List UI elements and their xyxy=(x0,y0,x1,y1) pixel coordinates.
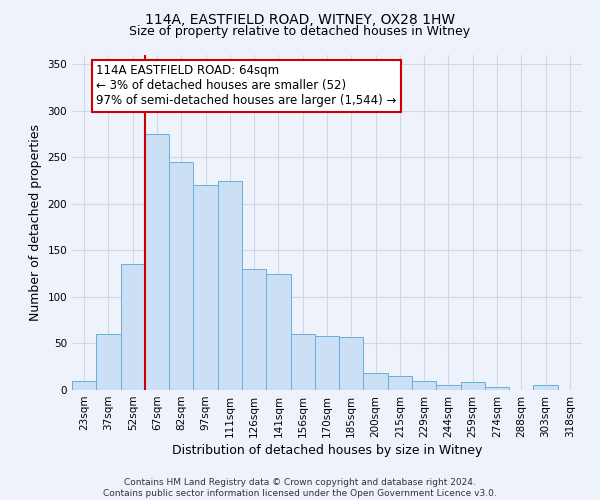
Text: 114A EASTFIELD ROAD: 64sqm
← 3% of detached houses are smaller (52)
97% of semi-: 114A EASTFIELD ROAD: 64sqm ← 3% of detac… xyxy=(96,64,397,108)
Bar xyxy=(121,264,145,390)
Bar xyxy=(485,387,509,390)
Bar xyxy=(436,386,461,390)
Text: Contains HM Land Registry data © Crown copyright and database right 2024.
Contai: Contains HM Land Registry data © Crown c… xyxy=(103,478,497,498)
Bar xyxy=(145,134,169,390)
Bar xyxy=(218,180,242,390)
Bar xyxy=(461,382,485,390)
Y-axis label: Number of detached properties: Number of detached properties xyxy=(29,124,42,321)
Text: Size of property relative to detached houses in Witney: Size of property relative to detached ho… xyxy=(130,25,470,38)
Bar xyxy=(315,336,339,390)
Bar xyxy=(193,186,218,390)
Bar xyxy=(169,162,193,390)
Bar xyxy=(388,376,412,390)
Text: 114A, EASTFIELD ROAD, WITNEY, OX28 1HW: 114A, EASTFIELD ROAD, WITNEY, OX28 1HW xyxy=(145,12,455,26)
Bar xyxy=(339,337,364,390)
Bar xyxy=(96,334,121,390)
Bar xyxy=(533,386,558,390)
X-axis label: Distribution of detached houses by size in Witney: Distribution of detached houses by size … xyxy=(172,444,482,457)
Bar xyxy=(266,274,290,390)
Bar xyxy=(290,334,315,390)
Bar xyxy=(412,380,436,390)
Bar xyxy=(364,373,388,390)
Bar xyxy=(242,269,266,390)
Bar xyxy=(72,380,96,390)
